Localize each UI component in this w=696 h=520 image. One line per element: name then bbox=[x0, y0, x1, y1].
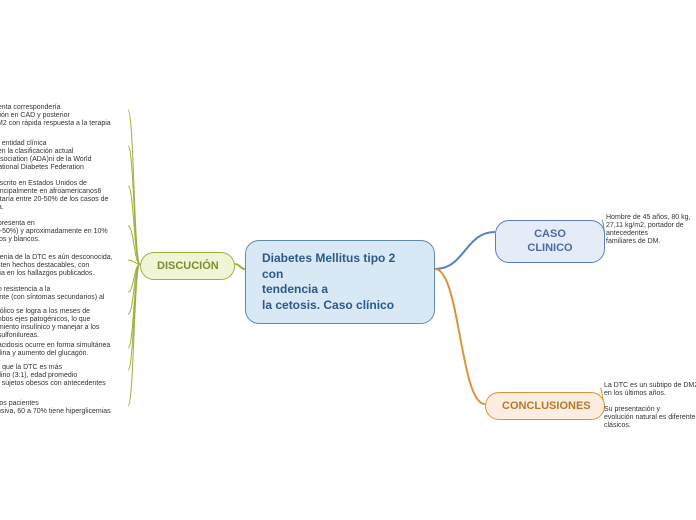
leaf-discucion-3: e presenta en20-50%) y aproximadamente e… bbox=[0, 218, 128, 246]
leaf-conclusiones-1: Su presentación yevolución natural es di… bbox=[600, 404, 696, 432]
leaf-discucion-7: toacidosis ocurre en forma simultáneasul… bbox=[0, 340, 128, 360]
center-node[interactable]: Diabetes Mellitus tipo 2 contendencia al… bbox=[245, 240, 435, 324]
leaf-discucion-8: rto que la DTC es másculino (3:1), edad … bbox=[0, 362, 128, 390]
branch-discucion[interactable]: DISCUCIÓN bbox=[140, 252, 235, 280]
leaf-discucion-5: tan resistencia a laitante (con síntomas… bbox=[0, 284, 128, 304]
leaf-discucion-0: menta corresponderíaación en CAD y poste… bbox=[0, 102, 128, 130]
leaf-discucion-2: descrito en Estados Unidos deprincipalme… bbox=[0, 178, 128, 214]
leaf-discucion-9: a los pacientesclusiva, 60 a 70% tiene h… bbox=[0, 398, 128, 418]
leaf-conclusiones-0: La DTC es un subtipo de DM2 bienen los ú… bbox=[600, 380, 696, 400]
leaf-discucion-1: na entidad clínican en la clasificación … bbox=[0, 138, 128, 174]
leaf-discucion-6: abólico se logra a los meses deambos eje… bbox=[0, 306, 128, 342]
branch-caso[interactable]: CASO CLINICO bbox=[495, 220, 605, 263]
leaf-caso-0: Hombre de 45 años, 80 kg,27,11 kg/m2, po… bbox=[602, 212, 696, 248]
leaf-discucion-4: ogenia de la DTC es aún desconocida,xist… bbox=[0, 252, 128, 280]
branch-conclusiones[interactable]: CONCLUSIONES bbox=[485, 392, 605, 420]
